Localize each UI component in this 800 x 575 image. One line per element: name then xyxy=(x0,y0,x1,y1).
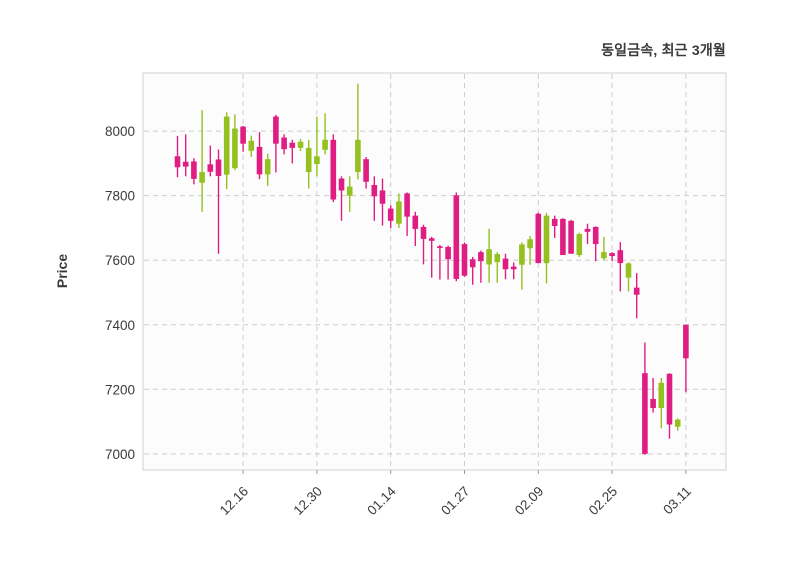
x-tick-label: 03.11 xyxy=(660,484,694,518)
candle-body xyxy=(371,184,378,197)
candle-body xyxy=(666,373,673,425)
candle-body xyxy=(297,141,304,148)
candle-body xyxy=(174,156,181,168)
x-tick-label: 01.14 xyxy=(364,483,399,518)
candle-body xyxy=(379,190,386,204)
candle-body xyxy=(625,263,632,278)
candle-body xyxy=(215,159,222,176)
candle-body xyxy=(510,266,517,270)
x-tick-label: 12.30 xyxy=(291,484,326,519)
x-tick-label: 02.25 xyxy=(586,484,621,519)
candle-body xyxy=(568,220,574,254)
candle-body xyxy=(256,146,263,175)
candle-body xyxy=(240,126,246,144)
x-tick-label: 12.16 xyxy=(217,484,252,519)
candle-body xyxy=(437,246,443,248)
candle-body xyxy=(248,140,255,151)
candle-body xyxy=(469,259,476,268)
candle-body xyxy=(182,161,189,167)
candle-body xyxy=(617,250,624,264)
y-tick-label: 7000 xyxy=(105,447,135,462)
plot-area xyxy=(142,72,727,471)
candle-body xyxy=(322,139,328,150)
candle-body xyxy=(412,215,419,229)
candle-body xyxy=(551,218,558,226)
candle-body xyxy=(674,419,681,427)
x-tick-label: 02.09 xyxy=(512,484,547,519)
candle-body xyxy=(592,226,599,245)
candle-body xyxy=(584,228,591,232)
candle-body xyxy=(223,116,230,175)
candle-body xyxy=(601,252,607,259)
candle-body xyxy=(281,137,287,150)
candle-body xyxy=(199,172,205,183)
candle-body xyxy=(445,246,451,260)
candle-body xyxy=(633,287,640,295)
candle-body xyxy=(207,164,214,172)
candle-body xyxy=(355,139,361,173)
candle-body xyxy=(404,193,410,217)
candle-body xyxy=(478,252,484,262)
candle-body xyxy=(330,139,337,200)
y-tick-label: 8000 xyxy=(105,124,135,139)
candle-body xyxy=(650,398,656,409)
candle-body xyxy=(502,258,509,270)
candle-body xyxy=(191,161,197,179)
candle-body xyxy=(273,116,279,144)
candle-body xyxy=(264,159,271,175)
y-tick-label: 7800 xyxy=(105,189,135,204)
y-tick-label: 7400 xyxy=(105,318,135,333)
candle-body xyxy=(535,213,542,264)
candle-body xyxy=(658,382,665,409)
candle-body xyxy=(363,159,369,182)
y-tick-label: 7600 xyxy=(105,253,135,268)
candle-body xyxy=(683,324,689,359)
candle-body xyxy=(519,244,525,265)
candle-body xyxy=(576,234,583,256)
x-tick-label: 01.27 xyxy=(438,484,473,519)
candle-body xyxy=(232,128,238,169)
candle-body xyxy=(486,249,492,265)
candle-body xyxy=(609,253,615,257)
candle-body xyxy=(543,215,550,264)
candle-body xyxy=(494,254,501,263)
candle-body xyxy=(461,244,468,276)
candle-body xyxy=(428,238,435,241)
candle-body xyxy=(387,208,394,221)
candle-body xyxy=(560,218,566,256)
candle-body xyxy=(314,156,320,165)
candle-body xyxy=(396,201,402,224)
candle-body xyxy=(346,186,353,196)
candle-body xyxy=(420,226,427,239)
candle-body xyxy=(527,239,533,249)
chart-title: 동일금속, 최근 3개월 xyxy=(601,42,726,58)
candle-body xyxy=(453,195,460,279)
y-tick-label: 7200 xyxy=(105,382,135,397)
candle-body xyxy=(305,147,312,173)
candle-body xyxy=(642,373,648,454)
candle-body xyxy=(289,142,296,148)
candle-body xyxy=(338,178,345,191)
